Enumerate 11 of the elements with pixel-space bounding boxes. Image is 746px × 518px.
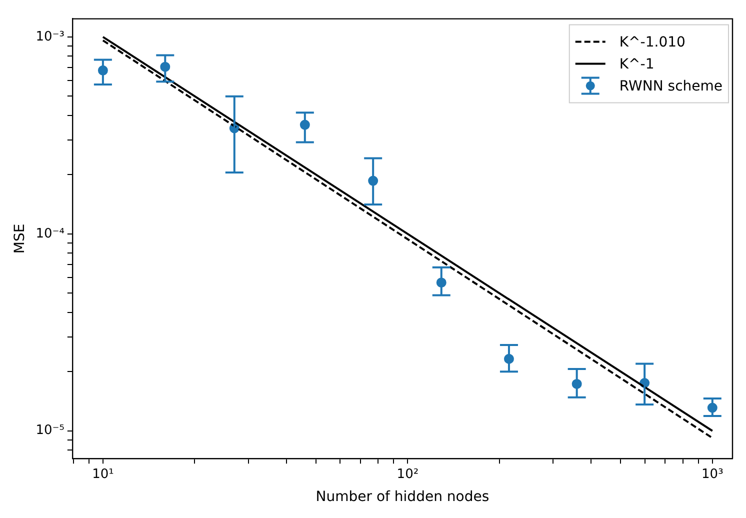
x-tick-label: 10² [396,466,419,482]
x-axis-title: Number of hidden nodes [316,489,490,506]
y-tick-label: 10⁻⁴ [36,226,64,242]
legend-label: RWNN scheme [619,78,723,94]
legend-label: K^-1.010 [619,34,686,50]
legend-label: K^-1 [619,56,654,72]
x-tick-label: 10¹ [92,466,114,482]
x-tick-label: 10³ [702,466,724,482]
y-tick-label: 10⁻⁵ [36,423,64,438]
y-tick-label: 10⁻³ [36,29,64,44]
y-axis-title: MSE [12,224,28,254]
